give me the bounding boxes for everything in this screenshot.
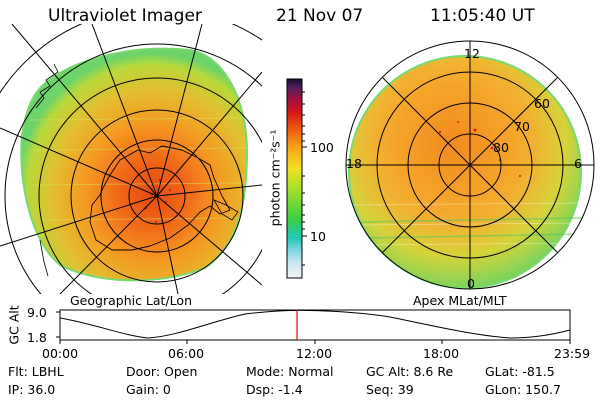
mlat-label-80: 80 bbox=[493, 140, 509, 155]
mlt-label-6: 6 bbox=[574, 156, 582, 171]
time-tick-0600: 06:00 bbox=[168, 346, 205, 361]
geographic-map bbox=[0, 24, 262, 294]
gc-alt-readout: GC Alt: 8.6 Re bbox=[366, 364, 454, 379]
magnetic-map-caption: Apex MLat/MLT bbox=[413, 293, 507, 308]
altitude-tick-1-8: 1.8 bbox=[27, 330, 47, 345]
door-readout: Door: Open bbox=[126, 364, 198, 379]
date-label: 21 Nov 07 bbox=[276, 6, 364, 26]
time-tick-1800: 18:00 bbox=[423, 346, 460, 361]
filter-readout: Flt: LBHL bbox=[8, 364, 64, 379]
time-tick-1200: 12:00 bbox=[296, 346, 333, 361]
instrument-title: Ultraviolet Imager bbox=[48, 6, 202, 26]
time-label: 11:05:40 UT bbox=[430, 6, 535, 26]
dsp-readout: Dsp: -1.4 bbox=[246, 382, 303, 397]
ip-readout: IP: 36.0 bbox=[8, 382, 56, 397]
mlt-label-18: 18 bbox=[346, 156, 362, 171]
glon-readout: GLon: 150.7 bbox=[485, 382, 561, 397]
mlat-label-70: 70 bbox=[514, 119, 530, 134]
glat-readout: GLat: -81.5 bbox=[485, 364, 555, 379]
altitude-plot bbox=[56, 309, 571, 344]
altitude-tick-9: 9.0 bbox=[27, 305, 47, 320]
seq-readout: Seq: 39 bbox=[366, 382, 414, 397]
gain-readout: Gain: 0 bbox=[126, 382, 171, 397]
altitude-axis-label: GC Alt bbox=[6, 305, 22, 345]
colorbar-unit-label: photon cm⁻²s⁻¹ bbox=[267, 129, 283, 227]
mlt-label-12: 12 bbox=[464, 46, 480, 61]
time-tick-0000: 00:00 bbox=[42, 346, 79, 361]
magnetic-map bbox=[345, 40, 595, 290]
time-tick-2359: 23:59 bbox=[554, 346, 591, 361]
mlt-label-0: 0 bbox=[467, 276, 475, 291]
colorbar-tick-10: 10 bbox=[310, 229, 326, 244]
mode-readout: Mode: Normal bbox=[246, 364, 334, 379]
colorbar bbox=[286, 78, 307, 279]
geographic-map-caption: Geographic Lat/Lon bbox=[70, 293, 192, 308]
colorbar-tick-100: 100 bbox=[310, 140, 334, 155]
mlat-label-60: 60 bbox=[534, 96, 550, 111]
